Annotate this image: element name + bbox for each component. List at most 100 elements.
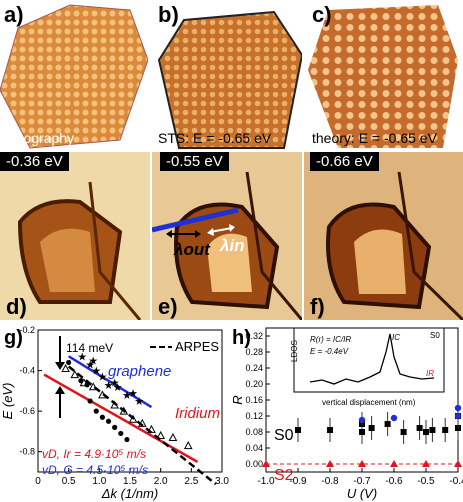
x-tick-label: 3.0 <box>215 476 229 487</box>
panel-h-inset-energy: E = -0.4eV <box>310 347 349 356</box>
chart-g: 0 0.5 1.0 1.5 2.0 2.5 3.0 -0.2 -0.4 -0.6 -0.8 Δk (1… <box>0 322 230 502</box>
data-point-blue <box>454 412 462 420</box>
data-point-star: ★ <box>113 382 123 394</box>
panel-h-inset-formula: R(r) = IC/IR <box>310 335 351 344</box>
panel-c-letter: c) <box>312 2 332 27</box>
data-point-dot <box>99 414 105 420</box>
data-point-square <box>429 427 436 433</box>
data-point-star: ★ <box>85 359 95 371</box>
data-point-star: ★ <box>134 396 144 408</box>
x-tick-label: 2.0 <box>154 476 168 487</box>
panel-d-energy: -0.36 eV <box>0 152 69 171</box>
arrow-down-head <box>55 362 65 370</box>
x-tick-label: -0.8 <box>321 476 339 487</box>
data-point-triangle <box>147 424 156 433</box>
panel-b-image <box>157 10 302 149</box>
chart-h: -1.0 -0.9 -0.8 -0.7 -0.6 -0.5 -0.4 0.00 0.04 0.08… <box>230 322 463 502</box>
data-point-triangle <box>110 400 120 409</box>
y-axis-label: E (eV) <box>0 383 15 420</box>
panel-b-caption: STS: E = -0.65 eV <box>158 130 272 146</box>
y-tick-label: 0.16 <box>245 395 263 405</box>
data-point-star: ★ <box>128 388 138 400</box>
panel-c-image <box>308 5 458 148</box>
x-tick-label: 2.5 <box>184 476 198 487</box>
y-tick-label: -0.6 <box>19 406 35 416</box>
data-point-triangle <box>358 460 366 467</box>
data-point-triangle <box>137 418 147 427</box>
panel-a: a) topography <box>0 0 148 150</box>
y-tick-label: -0.8 <box>19 447 35 457</box>
data-point-star: ★ <box>77 351 87 363</box>
data-point-blue <box>454 404 462 412</box>
fit-line <box>43 373 199 463</box>
data-point-square <box>423 429 429 435</box>
y-tick-label: 0.04 <box>245 443 263 453</box>
panel-h-inset-ylabel: LDOS <box>290 340 299 362</box>
x-tick-label: -0.7 <box>353 476 371 487</box>
panel-e-line <box>152 207 239 233</box>
x-axis-label: U (V) <box>347 486 377 501</box>
data-point-triangle <box>98 390 107 399</box>
x-tick-label: -0.4 <box>449 476 463 487</box>
data-point-square <box>327 427 333 433</box>
data-point-square <box>442 427 449 433</box>
panel-h-inset-ic: IC <box>392 333 400 342</box>
panel-h-s0-label: S0 <box>274 427 294 444</box>
data-point-dot <box>105 418 112 424</box>
y-axis-label: R <box>230 395 245 404</box>
data-point-triangle <box>168 432 178 442</box>
panel-e-image <box>152 152 302 320</box>
data-point-square <box>416 425 423 431</box>
panel-b-letter: b) <box>158 2 179 27</box>
panel-g-vel-g: vD, G = 4.5·10⁵ m/s <box>42 463 148 477</box>
data-point-triangle <box>88 382 98 391</box>
y-tick-label: 0.20 <box>245 379 263 389</box>
x-tick-label: 1.0 <box>92 476 106 487</box>
data-point-star: ★ <box>97 372 107 384</box>
y-tick-label: 0.00 <box>245 459 263 469</box>
data-point-square <box>384 421 391 427</box>
data-point-triangle <box>79 378 89 387</box>
panel-a-letter: a) <box>4 2 24 27</box>
panel-g-letter: g) <box>4 327 23 349</box>
panel-d-image <box>0 152 150 320</box>
panel-g-iridium-label: Iridium <box>175 405 220 422</box>
panel-h-inset-ir: IR <box>426 369 434 378</box>
y-tick-label: 0.28 <box>245 347 263 357</box>
y-tick-label: 0.08 <box>245 427 263 437</box>
data-point-star: ★ <box>91 366 101 378</box>
panel-e-label-out: λout <box>174 240 210 259</box>
y-tick-label: 0.12 <box>245 411 263 421</box>
data-point-triangle <box>119 406 129 415</box>
y-tick-label: 0.32 <box>245 331 263 341</box>
data-point-blue <box>358 416 366 424</box>
data-point-square <box>295 427 301 433</box>
x-tick-label: 0 <box>35 476 41 487</box>
panel-a-caption: topography <box>4 130 75 146</box>
data-point-star: ★ <box>88 355 98 367</box>
x-tick-label: 0.5 <box>62 476 76 487</box>
y-tick-label: -0.4 <box>19 366 35 376</box>
panel-g-vel-ir: vD, Ir = 4.9·10⁵ m/s <box>42 447 146 461</box>
panel-h-inset: LDOS vertical displacement (nm) R(r) = I… <box>290 327 445 407</box>
x-tick-label: 1.5 <box>123 476 137 487</box>
panel-h-inset-xlabel: vertical displacement (nm) <box>322 398 416 407</box>
arrow-up-head <box>55 386 65 394</box>
panel-g-arpes-label: ARPES <box>175 339 219 354</box>
panel-h-inset-s0: S0 <box>430 331 440 340</box>
x-tick-label: -0.9 <box>289 476 307 487</box>
data-point-dot <box>118 430 124 437</box>
data-point-star: ★ <box>104 380 114 392</box>
data-point-dot <box>124 436 130 443</box>
x-tick-label: -0.6 <box>385 476 403 487</box>
data-point-triangle <box>156 430 166 439</box>
data-point-star: ★ <box>122 390 132 402</box>
data-point-triangle <box>128 414 138 423</box>
panel-f: -0.66 eV f) <box>304 152 463 320</box>
panel-h-s2-label: S2 <box>274 467 294 484</box>
x-tick-label: -1.0 <box>257 476 275 487</box>
x-axis-label: Δk (1/nm) <box>101 486 158 501</box>
data-point-star: ★ <box>110 378 120 390</box>
panel-g-annotation: 114 meV <box>66 341 113 355</box>
data-point-triangle <box>183 441 193 450</box>
